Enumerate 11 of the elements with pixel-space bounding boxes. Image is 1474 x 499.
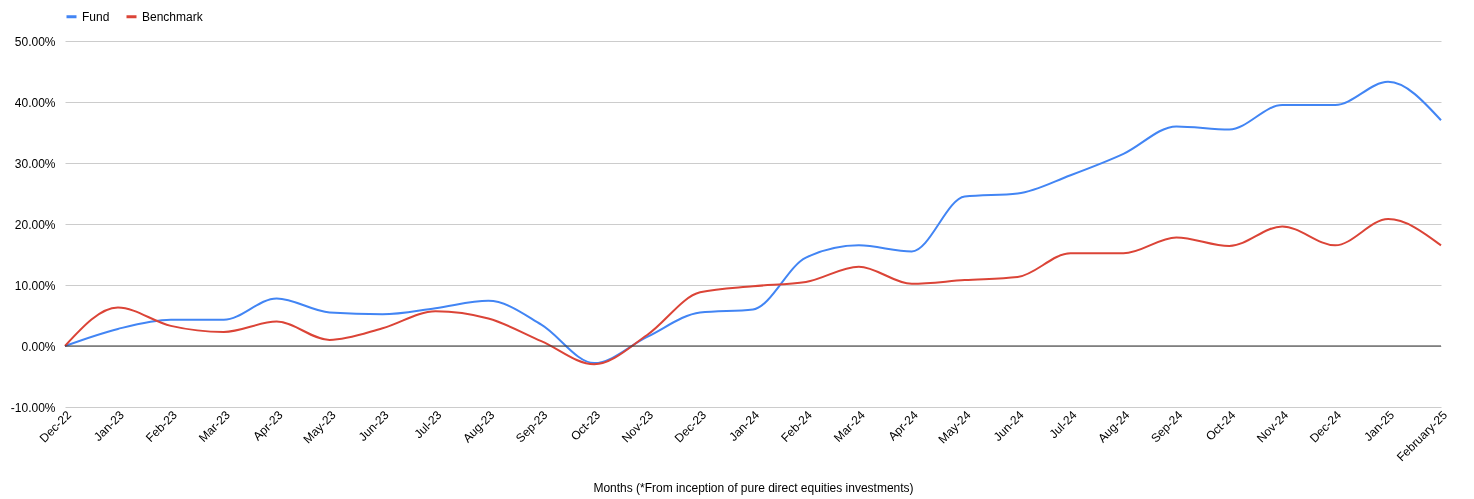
x-axis-title: Months (*From inception of pure direct equities investments) <box>593 481 914 496</box>
y-tick-label: 40.00% <box>14 95 56 110</box>
legend-label: Benchmark <box>142 9 204 24</box>
legend-label: Fund <box>82 9 110 24</box>
y-tick-label: 30.00% <box>14 156 56 171</box>
y-tick-label: -10.00% <box>10 400 56 415</box>
y-tick-label: 0.00% <box>21 339 56 354</box>
y-tick-label: 50.00% <box>14 34 56 49</box>
y-tick-label: 20.00% <box>14 217 56 232</box>
y-tick-label: 10.00% <box>14 278 56 293</box>
line-series <box>64 218 1442 366</box>
